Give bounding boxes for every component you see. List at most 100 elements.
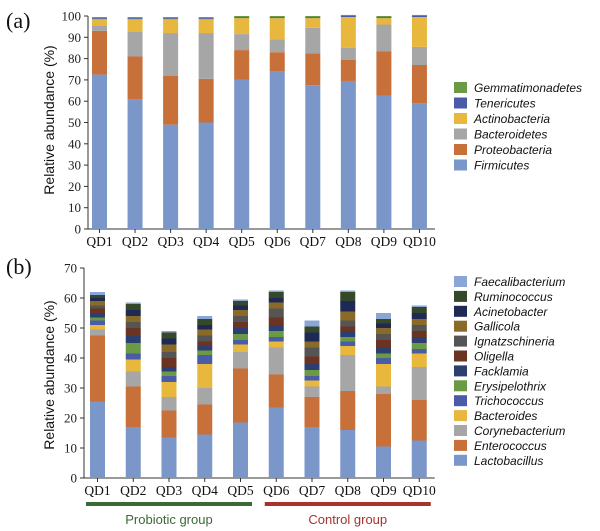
panel-b-legend-swatch-oligella (454, 350, 467, 362)
panel-a-x-tick-label: QD9 (371, 234, 397, 249)
panel-b-bar-qd5-oligella (233, 322, 248, 328)
panel-a-bar-qd1-gemmatimonadetes (92, 17, 107, 19)
panel-b-bar-qd7-ruminococcus (304, 326, 320, 333)
panel-b-bar-qd1-acinetobacter (90, 298, 105, 301)
panel-b-bar-qd6-enterococcus (268, 374, 284, 408)
panel-b-bar-qd4-enterococcus (197, 404, 213, 435)
panel-a-bar-qd7-tenericutes (305, 17, 321, 19)
panel-b-bar-qd2-trichococcus (125, 353, 141, 360)
panel-a-x-tick-label: QD8 (335, 234, 361, 249)
panel-b-bar-qd5-gallicola (233, 310, 248, 316)
panel-a-bar-qd5-actinobacteria (234, 18, 250, 35)
panel-b-x-tick-label: QD1 (84, 483, 110, 498)
panel-b-bar-qd8-oligella (340, 326, 356, 331)
panel-b-bar-qd4-ruminococcus (197, 319, 213, 325)
panel-b-bar-qd5-facklamia (233, 328, 248, 334)
panel-b-bar-qd3-ruminococcus (161, 332, 177, 339)
panel-b-legend-swatch-acinetobacter (454, 305, 467, 317)
panel-b-bar-qd3-erysipelothrix (161, 371, 177, 376)
panel-a-bar-qd7-bacteroidetes (305, 27, 321, 54)
panel-a-bar-qd5-tenericutes (234, 17, 250, 19)
panel-b-bar-qd6-facklamia (268, 325, 284, 331)
panel-b-legend-label-trichococcus: Trichococcus (474, 394, 544, 408)
panel-b-legend-label-bacteroides: Bacteroides (474, 409, 537, 423)
panel-b-bar-qd10-facklamia (411, 337, 427, 343)
panel-b-bar-qd8-faecalibacterium (340, 290, 356, 292)
panel-b-bar-qd2-lactobacillus (125, 427, 141, 478)
panel-b-legend-label-faecalibacterium: Faecalibacterium (474, 275, 565, 289)
panel-b-legend-label-ignatzschineria: Ignatzschineria (474, 335, 555, 349)
panel-b-bar-qd3-oligella (161, 358, 177, 367)
panel-a-y-tick-label: 20 (68, 179, 81, 194)
panel-b-bar-qd8-erysipelothrix (340, 337, 356, 342)
panel-b-bar-qd4-gallicola (197, 329, 213, 336)
panel-a-bar-qd6-gemmatimonadetes (269, 16, 285, 18)
panel-b-bar-qd3-trichococcus (161, 376, 177, 382)
panel-b-bar-qd6-faecalibacterium (268, 290, 284, 292)
panel-b-bar-qd10-acinetobacter (411, 313, 427, 319)
panel-b-bar-qd6-gallicola (268, 302, 284, 309)
panel-b-bar-qd10-gallicola (411, 319, 427, 325)
panel-a-bar-qd8-bacteroidetes (340, 47, 356, 60)
panel-b-bar-qd7-lactobacillus (304, 427, 320, 478)
panel-b-bar-qd4-acinetobacter (197, 325, 213, 330)
panel-a-legend-label-bacteroidetes: Bacteroidetes (474, 128, 547, 142)
panel-a-bar-qd9-gemmatimonadetes (376, 16, 392, 18)
panel-a-bar-qd9-tenericutes (376, 17, 392, 19)
panel-b-bar-qd7-faecalibacterium (304, 320, 320, 327)
panel-b-legend-label-erysipelothrix: Erysipelothrix (474, 379, 547, 393)
panel-b-bar-qd10-trichococcus (411, 349, 427, 354)
panel-a-bar-qd1-tenericutes (92, 18, 107, 20)
panel-b-y-tick-label: 70 (64, 261, 77, 276)
panel-b-bar-qd6-trichococcus (268, 337, 284, 342)
panel-a-y-tick-label: 100 (62, 9, 82, 24)
panel-a-bar-qd8-actinobacteria (340, 17, 356, 48)
panel-b-bar-qd4-oligella (197, 341, 213, 346)
panel-b-bar-qd5-lactobacillus (233, 422, 248, 478)
panel-b-legend-swatch-enterococcus (454, 439, 467, 451)
panel-b-bar-qd3-enterococcus (161, 410, 177, 438)
panel-a-y-tick-label: 0 (75, 222, 82, 237)
panel-a-bar-qd6-bacteroidetes (269, 39, 285, 53)
panel-a-bar-qd2-firmicutes (127, 99, 143, 229)
panel-b-legend-label-corynebacterium: Corynebacterium (474, 424, 565, 438)
panel-b-bar-qd9-facklamia (376, 347, 391, 354)
panel-b-bar-qd8-enterococcus (340, 391, 356, 430)
panel-a-legend-label-actinobacteria: Actinobacteria (473, 112, 550, 126)
panel-a-bar-qd1-firmicutes (92, 74, 107, 229)
panel-a-y-axis-label: Relative abundance (%) (41, 45, 57, 194)
panel-a-bar-qd9-proteobacteria (376, 51, 392, 96)
panel-b-bar-qd7-ignatzschineria (304, 347, 320, 357)
panel-b-bar-qd7-bacteroides (304, 380, 320, 387)
panel-b-legend-swatch-gallicola (454, 320, 467, 332)
panel-a-legend-swatch-gemmatimonadetes (454, 82, 467, 93)
panel-a-legend-label-gemmatimonadetes: Gemmatimonadetes (474, 81, 582, 95)
panel-b-bar-qd3-lactobacillus (161, 437, 177, 478)
panel-a-y-tick-label: 60 (68, 94, 81, 109)
panel-b-y-tick-label: 40 (64, 351, 77, 366)
panel-b-bar-qd8-acinetobacter (340, 301, 356, 312)
panel-b-x-tick-label: QD6 (263, 483, 289, 498)
panel-b-bar-qd6-corynebacterium (268, 347, 284, 375)
panel-b-bar-qd6-bacteroides (268, 341, 284, 348)
panel-b-bar-qd4-trichococcus (197, 355, 213, 364)
panel-b-bar-qd1-ruminococcus (90, 295, 105, 298)
panel-b-bar-qd8-corynebacterium (340, 355, 356, 391)
panel-b-y-axis-label: Relative abundance (%) (41, 300, 57, 449)
panel-a-legend-label-firmicutes: Firmicutes (474, 159, 529, 173)
panel-a-bar-qd3-bacteroidetes (163, 33, 179, 76)
panel-a-x-tick-label: QD10 (403, 234, 436, 249)
panel-b-bar-qd7-acinetobacter (304, 332, 320, 342)
panel-b-y-tick-label: 10 (64, 441, 77, 456)
panel-b-bar-qd2-erysipelothrix (125, 343, 141, 354)
panel-a-bar-qd4-gemmatimonadetes (198, 17, 214, 19)
panel-b-bar-qd5-enterococcus (233, 368, 248, 423)
panel-b-bar-qd6-oligella (268, 317, 284, 325)
panel-b-bar-qd2-oligella (125, 328, 141, 336)
panel-a-bar-qd6-tenericutes (269, 17, 285, 19)
panel-a-bar-qd4-firmicutes (198, 122, 214, 229)
panel-a-bar-qd3-firmicutes (163, 124, 179, 229)
panel-b-bar-qd1-lactobacillus (90, 401, 105, 478)
panel-b-y-tick-label: 60 (64, 291, 77, 306)
